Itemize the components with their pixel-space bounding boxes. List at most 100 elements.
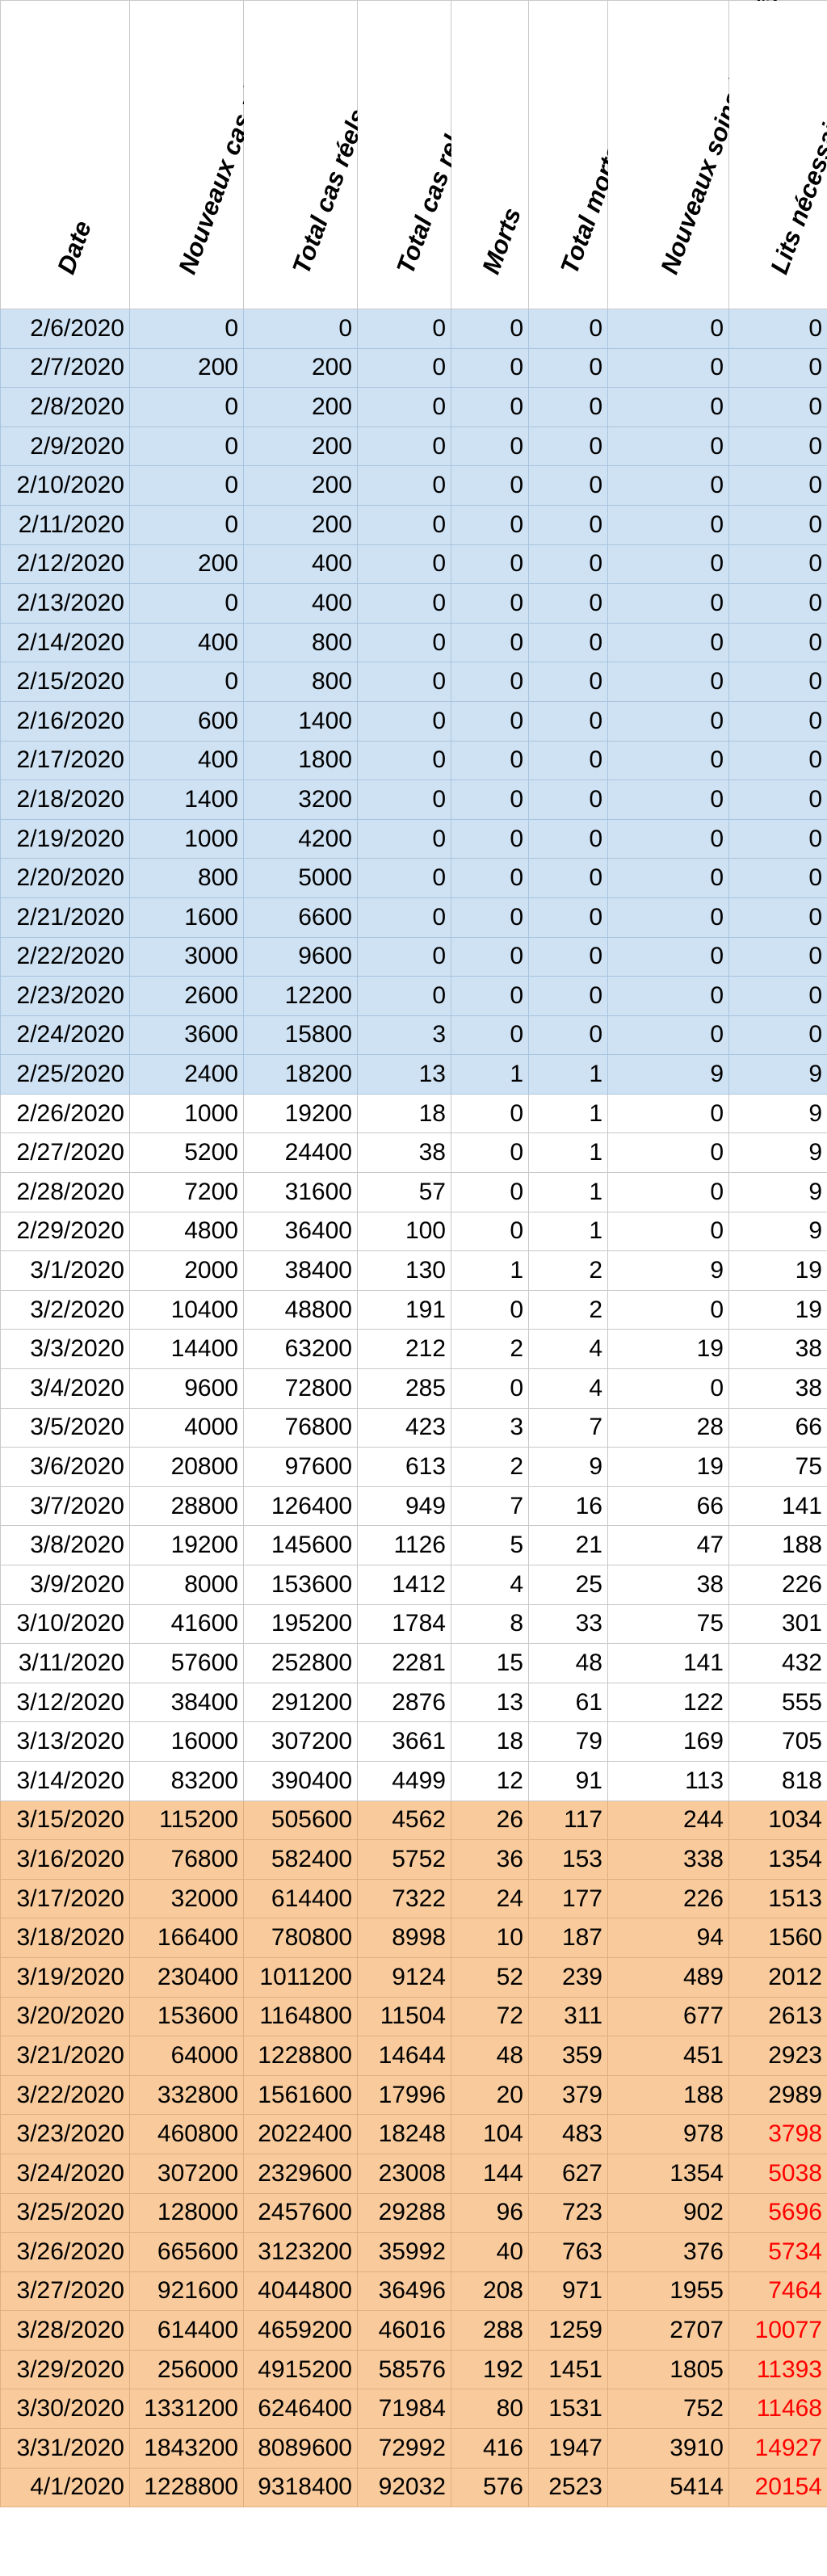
new-icu-cell[interactable]: 0 bbox=[607, 780, 729, 820]
reported-cases-cell[interactable]: 46016 bbox=[357, 2310, 451, 2351]
reported-cases-cell[interactable]: 3661 bbox=[357, 1721, 451, 1762]
reported-cases-cell[interactable]: 0 bbox=[357, 504, 451, 545]
date-cell[interactable]: 3/18/2020 bbox=[0, 1918, 130, 1958]
date-cell[interactable]: 3/15/2020 bbox=[0, 1800, 130, 1841]
new-cases-cell[interactable]: 400 bbox=[129, 740, 244, 781]
reported-cases-cell[interactable]: 100 bbox=[357, 1211, 451, 1252]
new-icu-cell[interactable]: 1805 bbox=[607, 2349, 729, 2390]
total-cases-cell[interactable]: 72800 bbox=[243, 1368, 358, 1409]
new-icu-cell[interactable]: 0 bbox=[607, 622, 729, 663]
deaths-cell[interactable]: 48 bbox=[451, 2036, 529, 2076]
reported-cases-cell[interactable]: 2281 bbox=[357, 1643, 451, 1683]
reported-cases-cell[interactable]: 285 bbox=[357, 1368, 451, 1409]
new-cases-cell[interactable]: 332800 bbox=[129, 2074, 244, 2116]
beds-needed-cell[interactable]: 10077 bbox=[728, 2310, 827, 2351]
reported-cases-cell[interactable]: 23008 bbox=[357, 2153, 451, 2194]
new-cases-cell[interactable]: 0 bbox=[129, 465, 244, 506]
new-cases-cell[interactable]: 14400 bbox=[129, 1329, 244, 1370]
new-cases-cell[interactable]: 76800 bbox=[129, 1839, 244, 1880]
new-cases-cell[interactable]: 115200 bbox=[129, 1800, 244, 1841]
date-cell[interactable]: 3/7/2020 bbox=[0, 1486, 130, 1527]
date-cell[interactable]: 3/11/2020 bbox=[0, 1643, 130, 1683]
new-icu-cell[interactable]: 0 bbox=[607, 936, 729, 977]
new-icu-cell[interactable]: 9 bbox=[607, 1250, 729, 1291]
new-icu-cell[interactable]: 0 bbox=[607, 1211, 729, 1252]
beds-needed-cell[interactable]: 2012 bbox=[728, 1956, 827, 1998]
date-cell[interactable]: 3/6/2020 bbox=[0, 1447, 130, 1487]
total-deaths-cell[interactable]: 379 bbox=[528, 2074, 608, 2116]
total-cases-cell[interactable]: 6246400 bbox=[243, 2389, 358, 2430]
beds-needed-cell[interactable]: 1354 bbox=[728, 1839, 827, 1880]
total-deaths-cell[interactable]: 117 bbox=[528, 1800, 608, 1841]
reported-cases-cell[interactable]: 0 bbox=[357, 622, 451, 663]
beds-needed-cell[interactable]: 5734 bbox=[728, 2232, 827, 2272]
new-cases-cell[interactable]: 3000 bbox=[129, 936, 244, 977]
deaths-cell[interactable]: 36 bbox=[451, 1839, 529, 1880]
total-deaths-cell[interactable]: 1451 bbox=[528, 2349, 608, 2390]
total-deaths-cell[interactable]: 0 bbox=[528, 347, 608, 389]
new-icu-cell[interactable]: 113 bbox=[607, 1760, 729, 1801]
deaths-cell[interactable]: 7 bbox=[451, 1486, 529, 1527]
deaths-cell[interactable]: 80 bbox=[451, 2389, 529, 2430]
deaths-cell[interactable]: 0 bbox=[451, 426, 529, 467]
new-cases-cell[interactable]: 307200 bbox=[129, 2153, 244, 2194]
beds-needed-cell[interactable]: 226 bbox=[728, 1565, 827, 1605]
total-deaths-cell[interactable]: 0 bbox=[528, 1015, 608, 1056]
date-cell[interactable]: 2/6/2020 bbox=[0, 309, 130, 349]
date-cell[interactable]: 3/26/2020 bbox=[0, 2232, 130, 2272]
new-icu-cell[interactable]: 188 bbox=[607, 2074, 729, 2116]
reported-cases-cell[interactable]: 0 bbox=[357, 897, 451, 938]
deaths-cell[interactable]: 192 bbox=[451, 2349, 529, 2390]
date-cell[interactable]: 2/16/2020 bbox=[0, 700, 130, 742]
total-deaths-cell[interactable]: 1531 bbox=[528, 2389, 608, 2430]
new-cases-cell[interactable]: 8000 bbox=[129, 1565, 244, 1605]
reported-cases-cell[interactable]: 613 bbox=[357, 1447, 451, 1487]
date-cell[interactable]: 3/30/2020 bbox=[0, 2389, 130, 2430]
date-cell[interactable]: 3/24/2020 bbox=[0, 2153, 130, 2194]
new-cases-cell[interactable]: 614400 bbox=[129, 2310, 244, 2351]
reported-cases-cell[interactable]: 14644 bbox=[357, 2036, 451, 2076]
deaths-cell[interactable]: 10 bbox=[451, 1918, 529, 1958]
beds-needed-cell[interactable]: 0 bbox=[728, 700, 827, 742]
total-cases-cell[interactable]: 1228800 bbox=[243, 2036, 358, 2076]
deaths-cell[interactable]: 208 bbox=[451, 2271, 529, 2312]
new-cases-cell[interactable]: 7200 bbox=[129, 1172, 244, 1212]
date-cell[interactable]: 2/26/2020 bbox=[0, 1093, 130, 1134]
new-cases-cell[interactable]: 19200 bbox=[129, 1525, 244, 1565]
deaths-cell[interactable]: 0 bbox=[451, 662, 529, 702]
new-cases-cell[interactable]: 166400 bbox=[129, 1918, 244, 1958]
date-cell[interactable]: 2/21/2020 bbox=[0, 897, 130, 938]
date-cell[interactable]: 2/10/2020 bbox=[0, 465, 130, 506]
new-icu-cell[interactable]: 338 bbox=[607, 1839, 729, 1880]
new-icu-cell[interactable]: 0 bbox=[607, 1015, 729, 1056]
new-cases-cell[interactable]: 32000 bbox=[129, 1878, 244, 1919]
date-cell[interactable]: 2/28/2020 bbox=[0, 1172, 130, 1212]
beds-needed-cell[interactable]: 0 bbox=[728, 662, 827, 702]
new-cases-cell[interactable]: 800 bbox=[129, 858, 244, 898]
reported-cases-cell[interactable]: 0 bbox=[357, 936, 451, 977]
total-cases-cell[interactable]: 153600 bbox=[243, 1565, 358, 1605]
new-cases-cell[interactable]: 3600 bbox=[129, 1015, 244, 1056]
deaths-cell[interactable]: 20 bbox=[451, 2074, 529, 2116]
new-cases-cell[interactable]: 16000 bbox=[129, 1721, 244, 1762]
deaths-cell[interactable]: 0 bbox=[451, 1172, 529, 1212]
new-icu-cell[interactable]: 226 bbox=[607, 1878, 729, 1919]
date-cell[interactable]: 3/2/2020 bbox=[0, 1289, 130, 1330]
date-cell[interactable]: 3/14/2020 bbox=[0, 1760, 130, 1801]
date-cell[interactable]: 3/9/2020 bbox=[0, 1565, 130, 1605]
new-icu-cell[interactable]: 0 bbox=[607, 504, 729, 545]
new-cases-cell[interactable]: 64000 bbox=[129, 2036, 244, 2076]
reported-cases-cell[interactable]: 4562 bbox=[357, 1800, 451, 1841]
reported-cases-cell[interactable]: 0 bbox=[357, 583, 451, 624]
deaths-cell[interactable]: 0 bbox=[451, 1015, 529, 1056]
deaths-cell[interactable]: 0 bbox=[451, 583, 529, 624]
reported-cases-cell[interactable]: 29288 bbox=[357, 2192, 451, 2234]
new-cases-cell[interactable]: 400 bbox=[129, 622, 244, 663]
new-cases-cell[interactable]: 0 bbox=[129, 309, 244, 349]
new-icu-cell[interactable]: 0 bbox=[607, 465, 729, 506]
beds-needed-cell[interactable]: 5696 bbox=[728, 2192, 827, 2234]
new-icu-cell[interactable]: 677 bbox=[607, 1996, 729, 2037]
reported-cases-cell[interactable]: 0 bbox=[357, 309, 451, 349]
total-cases-cell[interactable]: 200 bbox=[243, 387, 358, 427]
deaths-cell[interactable]: 0 bbox=[451, 1133, 529, 1174]
